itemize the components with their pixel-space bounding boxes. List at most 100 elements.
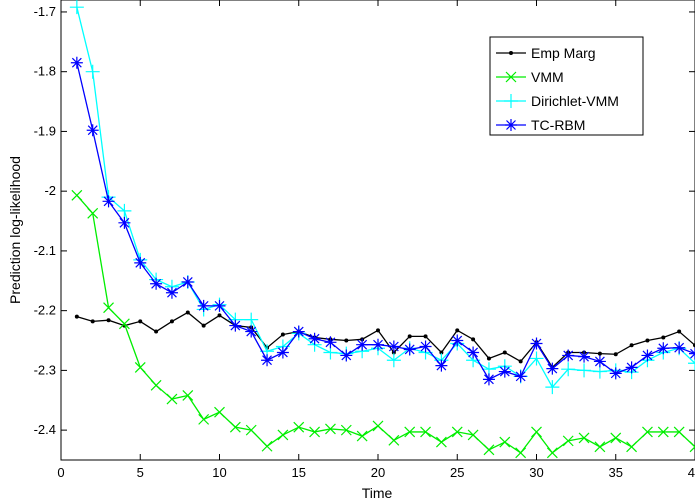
x-axis-title: Time <box>362 485 393 501</box>
data-point <box>185 310 190 315</box>
data-point <box>439 350 444 355</box>
data-point <box>117 203 132 218</box>
data-point <box>244 312 259 327</box>
data-point <box>86 124 99 137</box>
y-tick-label: -2.2 <box>34 303 56 318</box>
series-layer <box>69 0 695 459</box>
data-point <box>677 329 682 334</box>
data-point <box>150 277 163 290</box>
series-tc-rbm <box>70 56 695 386</box>
data-point <box>504 94 518 108</box>
data-point <box>201 323 206 328</box>
data-point <box>597 351 602 356</box>
data-point <box>545 380 560 395</box>
data-point <box>407 334 412 339</box>
data-point <box>419 340 432 353</box>
data-point <box>661 335 666 340</box>
data-point <box>509 51 513 55</box>
series-line <box>76 62 695 381</box>
data-point <box>386 353 401 368</box>
y-tick-label: -1.9 <box>34 123 56 138</box>
data-point <box>388 434 400 446</box>
data-point <box>134 256 147 269</box>
data-point <box>74 314 79 319</box>
x-tick-label: 20 <box>371 465 385 480</box>
legend-item: Dirichlet-VMM <box>496 93 619 109</box>
data-point <box>325 423 336 435</box>
data-point <box>376 328 380 333</box>
series-line <box>76 7 695 389</box>
data-point <box>166 393 178 405</box>
data-point <box>214 406 225 418</box>
x-tick-label: 25 <box>450 465 464 480</box>
data-point <box>372 338 384 351</box>
data-point <box>609 367 622 380</box>
data-point <box>529 351 544 366</box>
data-point <box>277 429 289 441</box>
data-point <box>69 0 84 15</box>
data-point <box>324 336 337 349</box>
data-point <box>423 334 428 339</box>
data-point <box>657 342 670 355</box>
data-point <box>372 420 384 432</box>
data-point <box>356 338 369 351</box>
y-tick-label: -2.4 <box>34 422 56 437</box>
data-point <box>642 426 653 438</box>
data-point <box>673 341 686 354</box>
data-point <box>344 338 349 343</box>
data-point <box>610 432 622 444</box>
legend-item: Emp Marg <box>496 45 596 61</box>
data-point <box>518 359 523 364</box>
x-tick-label: 15 <box>292 465 306 480</box>
data-point <box>404 426 416 438</box>
data-point <box>198 413 210 425</box>
data-point <box>293 421 305 433</box>
data-point <box>645 338 650 343</box>
data-point <box>229 421 241 433</box>
x-tick-label: 35 <box>609 465 623 480</box>
data-point <box>118 318 130 330</box>
legend-label: Dirichlet-VMM <box>531 93 619 109</box>
data-point <box>213 299 226 312</box>
data-point <box>502 350 507 355</box>
data-point <box>106 318 111 323</box>
y-tick-label: -2.3 <box>34 362 56 377</box>
y-tick-label: -2 <box>44 183 56 198</box>
x-tick-label: 5 <box>137 465 144 480</box>
data-point <box>118 216 131 229</box>
data-point <box>515 447 527 459</box>
data-point <box>150 379 162 391</box>
legend-label: Emp Marg <box>531 45 596 61</box>
data-point <box>578 432 590 444</box>
data-point <box>217 313 222 318</box>
data-point <box>546 362 559 375</box>
data-point <box>261 354 274 367</box>
data-point <box>455 328 460 333</box>
data-point <box>138 319 143 324</box>
data-point <box>309 426 321 438</box>
data-point <box>577 363 592 378</box>
series-line <box>76 194 695 454</box>
data-point <box>514 370 527 383</box>
data-point <box>483 444 495 456</box>
data-point <box>85 64 100 79</box>
axis-ticks: 0 5 10 15 20 25 30 35 40 -1.7 -1.8 -1.9 -2 -2.1 -2.2 -2… <box>34 0 695 480</box>
data-point <box>134 361 146 373</box>
data-point <box>169 319 174 324</box>
data-point <box>154 329 159 334</box>
data-point <box>613 352 618 357</box>
y-tick-label: -2.1 <box>34 243 56 258</box>
data-point <box>657 426 669 438</box>
data-point <box>505 119 517 131</box>
data-point <box>561 362 576 377</box>
data-point <box>626 441 638 453</box>
data-point <box>673 426 685 438</box>
data-point <box>87 207 99 219</box>
data-point <box>387 340 400 353</box>
legend: Emp Marg VMM Dirichlet-VMM TC-RBM <box>489 36 644 136</box>
data-point <box>340 424 352 436</box>
series-vmm <box>71 189 695 459</box>
legend-label: VMM <box>531 69 564 85</box>
data-point <box>530 337 543 350</box>
